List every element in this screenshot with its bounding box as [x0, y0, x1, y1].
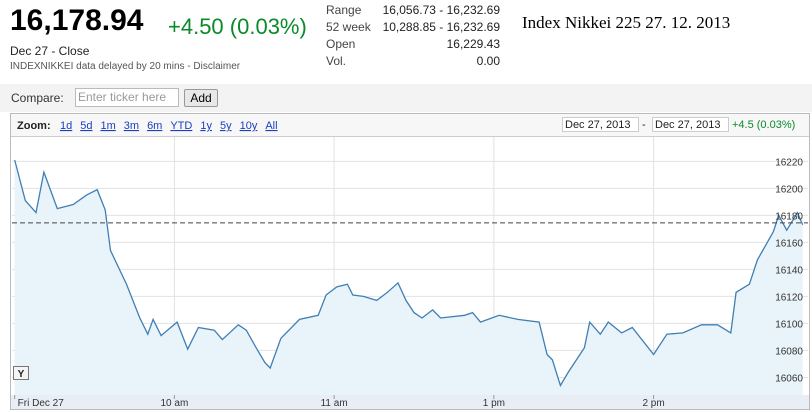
date-line: Dec 27 - Close: [10, 44, 90, 58]
area-fill: [14, 160, 803, 395]
stat-value: 16,229.43: [446, 37, 500, 51]
y-tick-label: 16060: [775, 373, 803, 384]
zoom-option[interactable]: 3m: [124, 120, 139, 132]
y-tick-label: 16200: [775, 184, 803, 195]
zoom-option[interactable]: 5d: [80, 120, 92, 132]
zoom-option[interactable]: All: [265, 120, 277, 132]
add-button[interactable]: Add: [184, 89, 218, 107]
y-button[interactable]: [13, 366, 29, 380]
x-tick-label: Fri Dec 27: [18, 398, 65, 409]
date-from-box: [562, 117, 639, 132]
zoom-option[interactable]: 6m: [147, 120, 162, 132]
date-separator: -: [642, 119, 646, 131]
compare-label: Compare:: [11, 91, 64, 105]
zoom-label: Zoom:: [17, 120, 51, 132]
price: 16,178.94: [10, 4, 144, 37]
stat-label: Vol.: [326, 54, 347, 68]
date-to-box: [652, 117, 729, 132]
y-tick-label: 16100: [775, 319, 803, 330]
zoom-option[interactable]: 10y: [240, 120, 258, 132]
x-axis-band: [11, 395, 809, 409]
y-tick-label: 16140: [775, 265, 803, 276]
stat-label: 52 week: [326, 20, 371, 34]
zoom-option[interactable]: 1y: [200, 120, 212, 132]
range-change: +4.5 (0.03%): [732, 119, 795, 131]
x-tick-label: 2 pm: [642, 398, 664, 409]
x-tick-label: 1 pm: [483, 398, 505, 409]
date-to: Dec 27, 2013: [655, 119, 720, 131]
y-tick-label: 16220: [775, 157, 803, 168]
zoom-option[interactable]: 1m: [101, 120, 116, 132]
y-button-label: Y: [18, 369, 25, 380]
caption: Index Nikkei 225 27. 12. 2013: [522, 13, 731, 32]
delay-note: INDEXNIKKEI data delayed by 20 mins - Di…: [10, 61, 241, 72]
y-tick-label: 16120: [775, 292, 803, 303]
zoom-option[interactable]: 1d: [60, 120, 72, 132]
y-tick-label: 16160: [775, 238, 803, 249]
change: +4.50 (0.03%): [168, 14, 307, 39]
date-from: Dec 27, 2013: [565, 119, 630, 131]
x-tick-label: 10 am: [160, 398, 188, 409]
x-tick-label: 11 am: [321, 398, 348, 409]
zoom-option[interactable]: 5y: [220, 120, 232, 132]
price-line: [14, 159, 804, 388]
zoom-option[interactable]: YTD: [170, 120, 192, 132]
stat-label: Range: [326, 3, 362, 17]
y-tick-label: 16180: [775, 211, 803, 222]
stat-value: 10,288.85 - 16,232.69: [382, 20, 500, 34]
stat-value: 16,056.73 - 16,232.69: [382, 3, 500, 17]
stat-label: Open: [326, 37, 356, 51]
ticker-input[interactable]: Enter ticker here: [75, 88, 179, 107]
y-tick-label: 16080: [775, 346, 803, 357]
stat-value: 0.00: [476, 54, 500, 68]
